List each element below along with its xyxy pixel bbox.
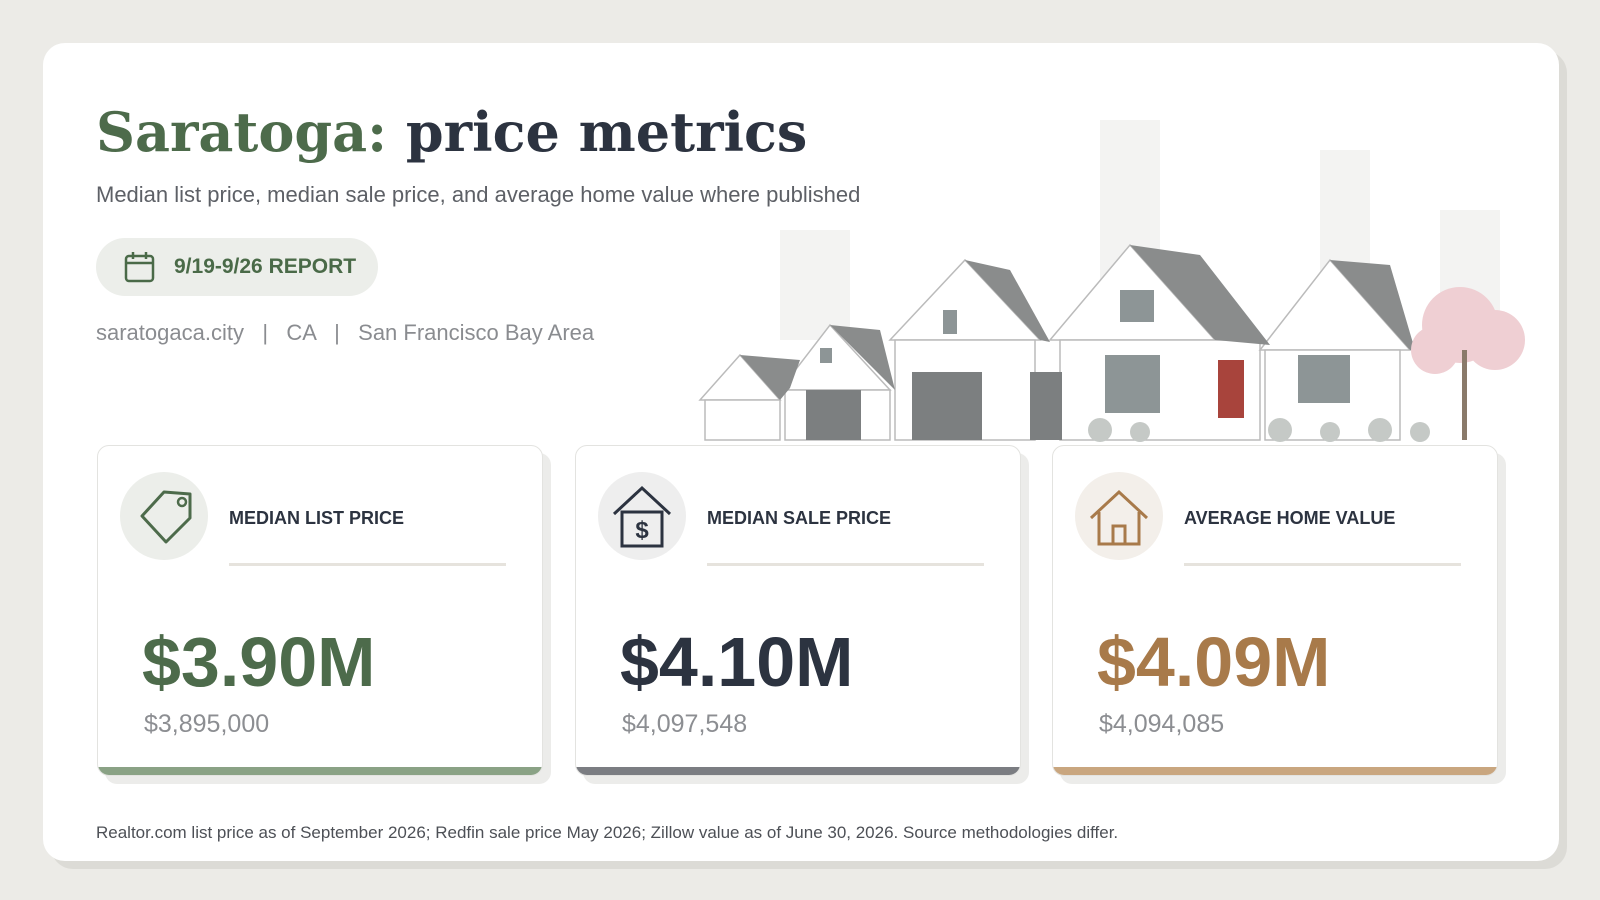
- metric-label: MEDIAN SALE PRICE: [707, 508, 892, 528]
- title: Saratoga: price metrics: [96, 100, 807, 164]
- metric-card: $ MEDIAN SALE PRICE $4.10M $4,097,548: [575, 445, 1021, 776]
- icon-graphic: $: [612, 485, 672, 548]
- date-badge: 9/19-9/26 REPORT: [96, 238, 378, 296]
- meta-item: CA: [286, 320, 316, 345]
- icon: [1075, 472, 1163, 560]
- house-illustration: [698, 120, 1525, 442]
- metric-exact: $4,097,548: [622, 710, 748, 738]
- calendar-icon: [124, 252, 155, 283]
- metric-value: $3.90M: [142, 623, 376, 701]
- metric-card: AVERAGE HOME VALUE $4.09M $4,094,085: [1052, 445, 1498, 776]
- separator: |: [262, 320, 269, 345]
- metric-card: MEDIAN LIST PRICE $3.90M $3,895,000: [97, 445, 543, 776]
- divider: [229, 563, 506, 566]
- svg-text:$: $: [635, 517, 649, 544]
- badge-text: 9/19-9/26 REPORT: [174, 255, 357, 278]
- divider: [707, 563, 984, 566]
- accent-bar: [1053, 767, 1497, 775]
- metric-exact: $4,094,085: [1099, 710, 1225, 738]
- metric-exact: $3,895,000: [144, 710, 270, 738]
- accent-bar: [576, 767, 1020, 775]
- accent-bar: [98, 767, 542, 775]
- meta-item: San Francisco Bay Area: [358, 320, 595, 345]
- title-place: Saratoga:: [96, 100, 388, 164]
- divider: [1184, 563, 1461, 566]
- footnote: Realtor.com list price as of September 2…: [96, 823, 1119, 842]
- title-rest: price metrics: [405, 100, 808, 164]
- subtitle: Median list price, median sale price, an…: [96, 182, 861, 207]
- separator: |: [334, 320, 340, 345]
- metric-label: MEDIAN LIST PRICE: [229, 508, 405, 528]
- meta: saratogaca.city | CA | San Francisco Bay…: [96, 320, 594, 346]
- metric-value: $4.09M: [1097, 623, 1331, 701]
- meta-item: saratogaca.city: [96, 320, 244, 345]
- icon: [120, 472, 208, 560]
- metric-value: $4.10M: [620, 623, 854, 701]
- icon-graphic: [1089, 489, 1149, 546]
- icon-graphic: [140, 490, 192, 544]
- metric-label: AVERAGE HOME VALUE: [1184, 508, 1396, 528]
- icon: $: [598, 472, 686, 560]
